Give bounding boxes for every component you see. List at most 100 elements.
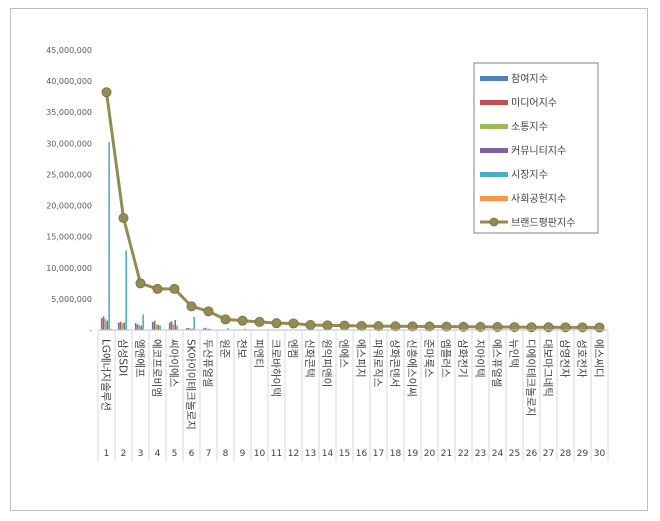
data-point bbox=[237, 315, 248, 326]
bar bbox=[157, 325, 160, 330]
category-number: 8 bbox=[223, 449, 229, 459]
legend-label: 시장지수 bbox=[511, 169, 548, 181]
bar bbox=[102, 316, 105, 330]
category-number: 15 bbox=[339, 449, 350, 459]
bar bbox=[138, 325, 141, 330]
category-number: 16 bbox=[356, 449, 368, 459]
category-label: 에스씨디 bbox=[593, 339, 605, 378]
bar bbox=[151, 321, 154, 330]
y-tick-label: 35,000,000 bbox=[46, 108, 92, 117]
data-point bbox=[305, 320, 316, 331]
data-point bbox=[220, 314, 231, 325]
legend-label: 참여지수 bbox=[511, 73, 548, 85]
legend-label: 미디어지수 bbox=[511, 97, 557, 109]
data-point bbox=[424, 321, 435, 332]
bar bbox=[142, 314, 144, 330]
bar bbox=[185, 328, 188, 330]
category-number: 9 bbox=[240, 449, 246, 459]
category-number: 7 bbox=[206, 449, 212, 459]
y-tick-label: 10,000,000 bbox=[46, 264, 92, 273]
category-label: 에스퓨얼셀 bbox=[491, 339, 503, 387]
bar bbox=[202, 328, 205, 330]
category-number: 25 bbox=[509, 449, 520, 459]
category-label: 에스피지 bbox=[355, 339, 367, 378]
legend-swatch bbox=[480, 124, 508, 129]
bar bbox=[227, 328, 229, 330]
category-label: LG에너지솔루션 bbox=[100, 339, 112, 411]
data-point bbox=[254, 316, 265, 327]
category-label: 파워로직스 bbox=[372, 339, 385, 388]
category-label: 삼영전자 bbox=[559, 339, 571, 378]
category-label: 뉴인텍 bbox=[508, 339, 520, 368]
data-point bbox=[594, 322, 605, 333]
category-number: 28 bbox=[560, 449, 572, 459]
category-number: 20 bbox=[424, 449, 436, 459]
legend-label: 커뮤니티지수 bbox=[511, 145, 566, 157]
category-label: 엠플러스 bbox=[440, 339, 452, 378]
y-tick-label: 25,000,000 bbox=[46, 170, 92, 179]
category-label: 두산퓨얼셀 bbox=[202, 339, 214, 387]
y-tick-label: 45,000,000 bbox=[46, 46, 92, 55]
legend-swatch bbox=[480, 148, 508, 153]
category-label: 성호전자 bbox=[576, 339, 588, 378]
category-label: 크로바하이텍 bbox=[270, 339, 283, 397]
category-label: 디에이테크놀로지 bbox=[525, 339, 537, 416]
category-number: 26 bbox=[526, 449, 538, 459]
bar bbox=[100, 318, 103, 330]
data-point bbox=[373, 321, 384, 332]
data-point bbox=[356, 320, 367, 331]
category-label: 원익피앤이 bbox=[321, 339, 333, 387]
category-label: 지아이텍 bbox=[474, 339, 486, 378]
y-tick-label: 20,000,000 bbox=[46, 202, 92, 211]
bar bbox=[119, 321, 122, 330]
bar bbox=[117, 322, 120, 330]
bar bbox=[244, 328, 246, 330]
data-point bbox=[560, 322, 571, 333]
data-point bbox=[441, 321, 452, 332]
bar bbox=[121, 323, 124, 330]
bar bbox=[191, 328, 194, 330]
legend-marker bbox=[489, 217, 499, 227]
category-number: 23 bbox=[475, 449, 486, 459]
bar bbox=[134, 323, 137, 330]
category-number: 19 bbox=[407, 449, 419, 459]
category-label: 삼성SDI bbox=[117, 339, 129, 376]
bar bbox=[110, 328, 112, 330]
bar bbox=[108, 142, 110, 330]
y-axis: - 5,000,000 10,000,000 15,000,000 20,000,000… bbox=[46, 46, 92, 335]
category-label: 준마룩스 bbox=[423, 339, 435, 378]
y-tick-label: - bbox=[89, 326, 92, 335]
bar bbox=[106, 320, 109, 330]
category-number: 10 bbox=[254, 449, 266, 459]
category-label: 에코프로비엠 bbox=[151, 339, 163, 397]
bar bbox=[159, 325, 161, 330]
category-number: 13 bbox=[305, 449, 316, 459]
y-tick-label: 30,000,000 bbox=[46, 139, 92, 148]
data-point bbox=[492, 322, 503, 333]
legend-swatch bbox=[480, 76, 508, 81]
data-point bbox=[118, 212, 129, 223]
legend-label: 브랜드평판지수 bbox=[511, 217, 575, 229]
data-point bbox=[186, 301, 197, 312]
category-number: 12 bbox=[288, 449, 299, 459]
bar bbox=[140, 325, 143, 330]
bar bbox=[193, 316, 195, 330]
data-point bbox=[509, 322, 520, 333]
bar bbox=[208, 328, 211, 330]
data-point bbox=[203, 306, 214, 317]
bar bbox=[136, 324, 139, 330]
data-point bbox=[288, 318, 299, 329]
bar bbox=[204, 327, 207, 330]
line-series bbox=[101, 87, 605, 333]
category-label: 엔에스 bbox=[338, 339, 350, 368]
category-number: 4 bbox=[155, 449, 161, 459]
legend-swatch bbox=[480, 196, 508, 201]
bar bbox=[187, 327, 190, 330]
category-number: 22 bbox=[458, 449, 469, 459]
category-number: 18 bbox=[390, 449, 402, 459]
data-point bbox=[475, 321, 486, 332]
y-tick-label: 15,000,000 bbox=[46, 233, 92, 242]
category-label: 대보마그네틱 bbox=[542, 339, 554, 397]
bar bbox=[123, 322, 126, 330]
category-label: 신화콘텍 bbox=[304, 339, 316, 378]
